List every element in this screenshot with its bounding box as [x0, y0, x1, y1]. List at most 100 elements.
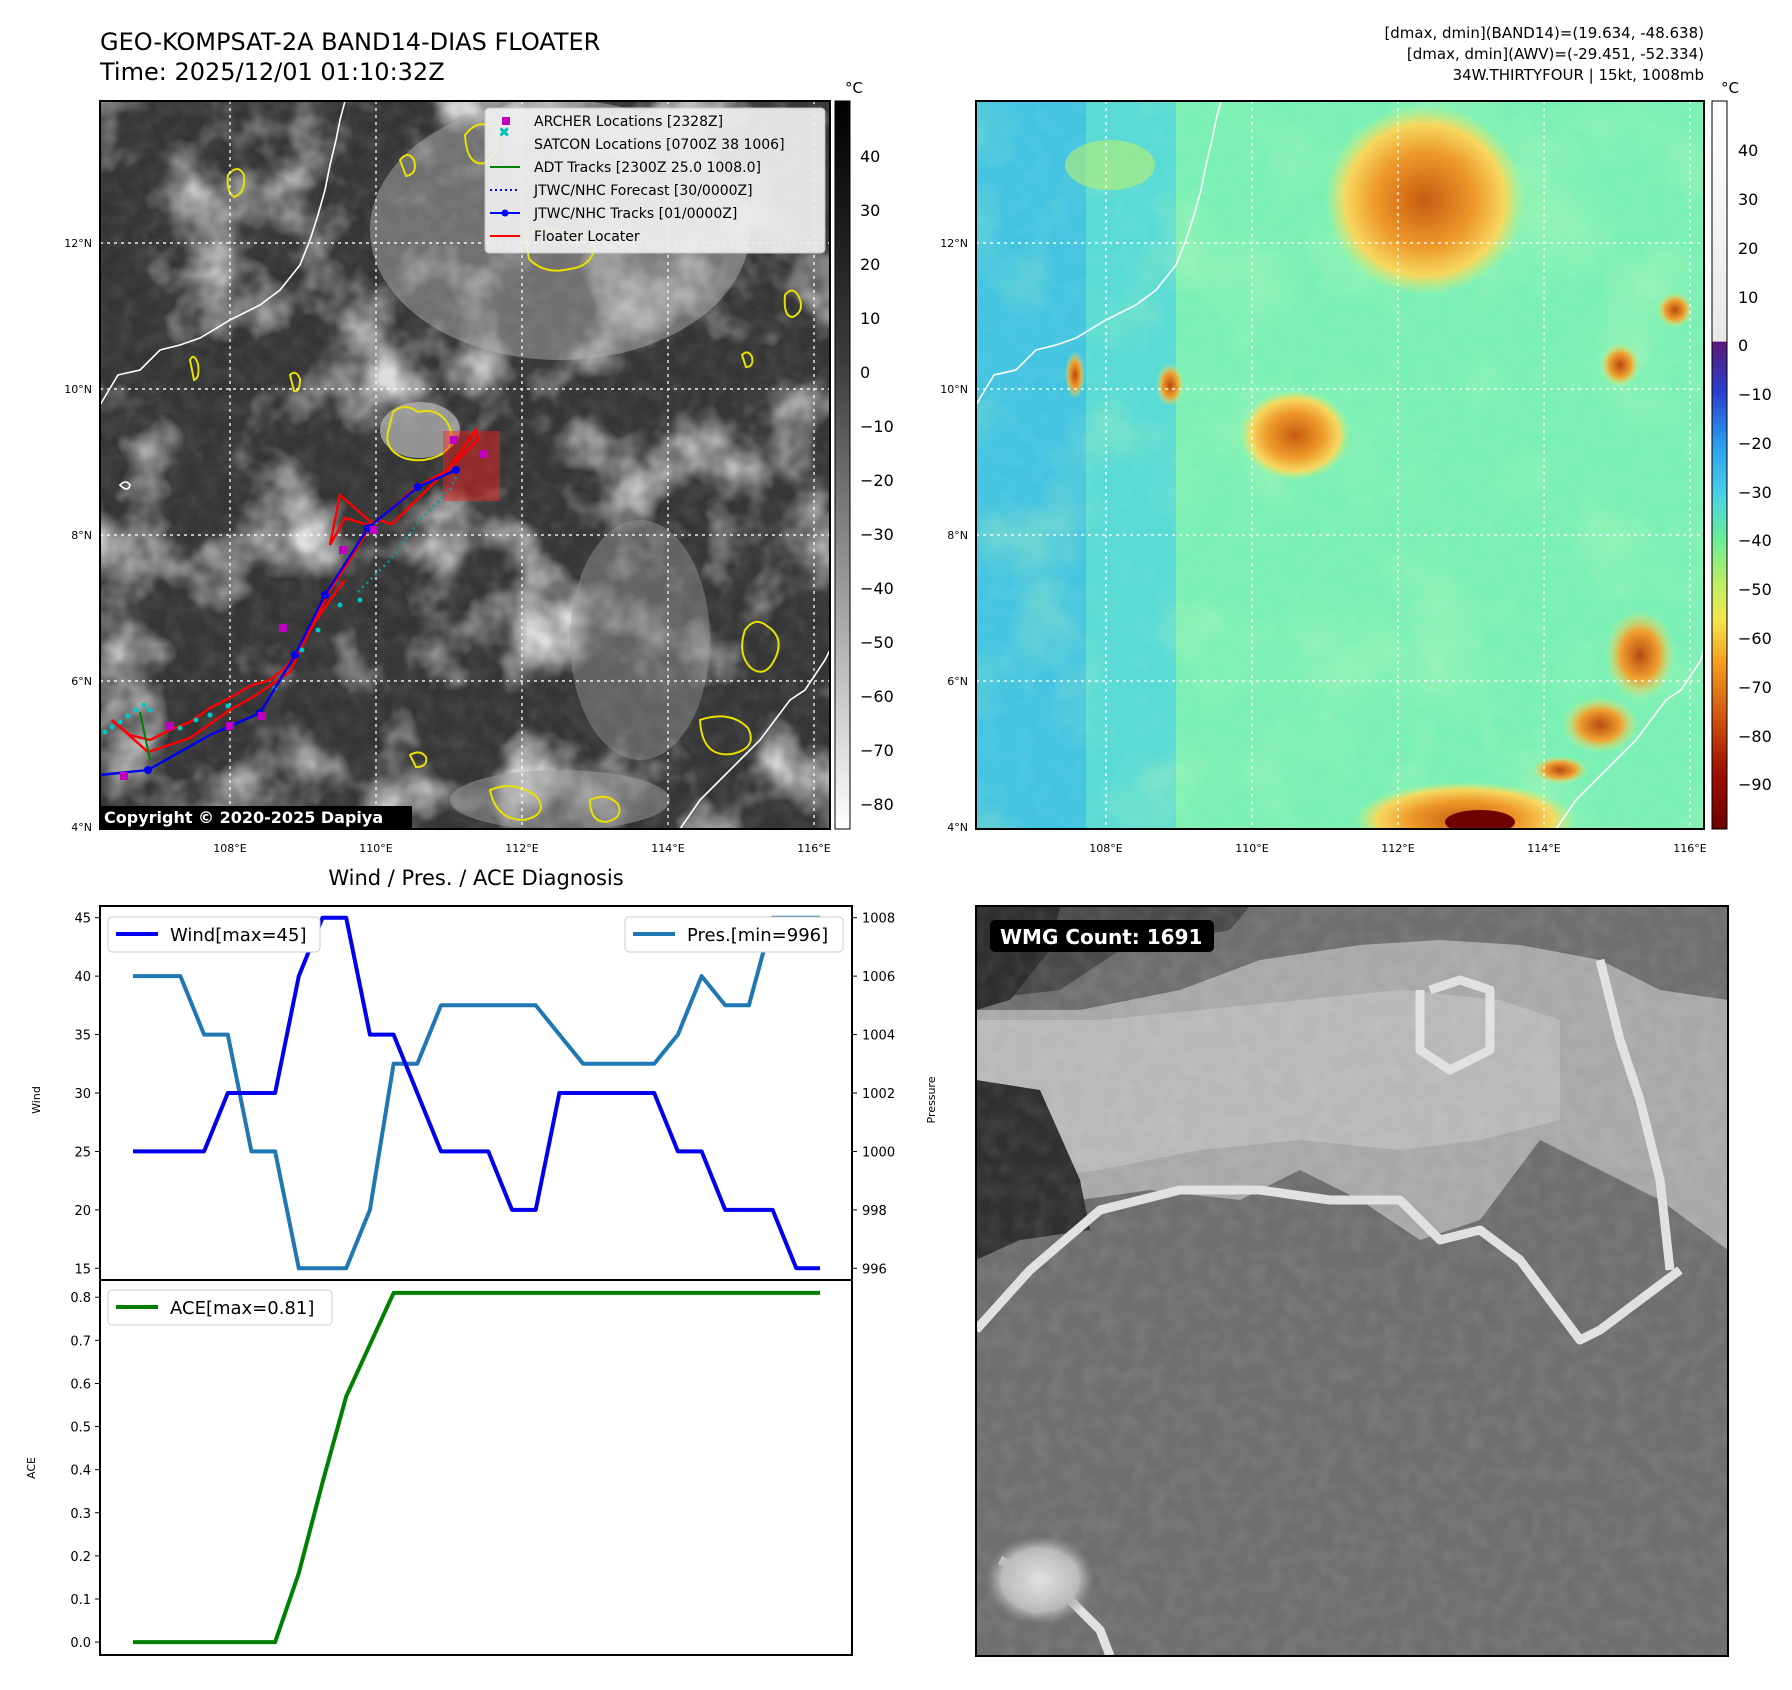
- ir-lon-114: 114°E: [651, 842, 684, 855]
- wind-tick-label: 40: [74, 970, 91, 985]
- color-cb-m60: −60: [1738, 629, 1772, 648]
- ir-cb-30: 30: [860, 201, 880, 220]
- ir-lon-116: 116°E: [797, 842, 830, 855]
- ir-colorbar: °C 40 30 20 10 0 −10 −20 −30 −40 −50 −60…: [834, 79, 894, 830]
- wind-tick-label: 15: [74, 1262, 91, 1277]
- ir-cb-m20: −20: [860, 471, 894, 490]
- color-cb-m40: −40: [1738, 531, 1772, 550]
- wind-tick-label: 25: [74, 1145, 91, 1160]
- ace-axis-label: ACE: [25, 1457, 38, 1479]
- wind-pressure-lines: [132, 915, 821, 1271]
- ace-tick-label: 0.1: [70, 1593, 91, 1608]
- ace-legend: ACE[max=0.81]: [107, 1289, 333, 1326]
- ace-tick-label: 0.4: [70, 1464, 91, 1479]
- ace-legend-label: ACE[max=0.81]: [170, 1298, 314, 1319]
- diagnosis-title: Wind / Pres. / ACE Diagnosis: [328, 866, 623, 890]
- ir-lon-108: 108°E: [213, 842, 246, 855]
- ir-cb-10: 10: [860, 309, 880, 328]
- archer-legend-marker: [502, 117, 510, 125]
- color-colorbar-ticks: 40 30 20 10 0 −10 −20 −30 −40 −50 −60 −7…: [1738, 141, 1772, 794]
- color-lon-108: 108°E: [1089, 842, 1122, 855]
- ace-tick-label: 0.7: [70, 1334, 91, 1349]
- ir-cb-m10: −10: [860, 417, 894, 436]
- ace-tick-label: 0.8: [70, 1291, 91, 1306]
- pressure-tick-label: 1004: [862, 1029, 895, 1044]
- jtwc-forecast: [357, 467, 462, 593]
- wind-axis-label: Wind: [30, 1086, 43, 1114]
- legend-floater: Floater Locater: [534, 229, 640, 245]
- pressure-tick-label: 1008: [862, 912, 895, 927]
- color-cb-20: 20: [1738, 239, 1758, 258]
- wind-tick-label: 45: [74, 912, 91, 927]
- color-cb-m70: −70: [1738, 678, 1772, 697]
- color-lat-6: 6°N: [947, 675, 968, 688]
- color-lat-8: 8°N: [947, 529, 968, 542]
- wind-series-line: [133, 915, 820, 1271]
- storm-info: 34W.THIRTYFOUR | 15kt, 1008mb: [1453, 66, 1704, 84]
- color-lon-110: 110°E: [1235, 842, 1268, 855]
- adt-track: [139, 711, 151, 761]
- wmg-count-badge: WMG Count: 1691: [990, 920, 1214, 952]
- ir-cb-m40: −40: [860, 579, 894, 598]
- wind-y-ticks: 15 20 25 30 35 40 45: [74, 912, 100, 1277]
- wmg-panel: WMG Count: 1691: [975, 905, 1729, 1657]
- color-lat-10: 10°N: [940, 383, 968, 396]
- color-colorbar: °C 40 30 20 10 0 −10 −20 −30 −40 −50 −60…: [1711, 79, 1772, 830]
- wmg-image: [976, 906, 1728, 1656]
- dmax-awv: [dmax, dmin](AWV)=(-29.451, -52.334): [1407, 45, 1704, 63]
- copyright-text: Copyright © 2020-2025 Dapiya: [104, 808, 383, 827]
- ir-cb-20: 20: [860, 255, 880, 274]
- color-cb-m20: −20: [1738, 434, 1772, 453]
- ir-cb-40: 40: [860, 147, 880, 166]
- color-cb-m10: −10: [1738, 385, 1772, 404]
- pressure-tick-label: 998: [862, 1204, 887, 1219]
- pressure-y-ticks: 996 998 1000 1002 1004 1006 1008: [852, 912, 895, 1277]
- color-cb-m80: −80: [1738, 727, 1772, 746]
- ace-tick-label: 0.3: [70, 1507, 91, 1522]
- pressure-axis-label: Pressure: [925, 1076, 938, 1123]
- legend-jtwc-forecast: JTWC/NHC Forecast [30/0000Z]: [533, 183, 753, 199]
- jtwc-track: [100, 466, 460, 777]
- color-cb-10: 10: [1738, 288, 1758, 307]
- pressure-tick-label: 996: [862, 1262, 887, 1277]
- color-lon-112: 112°E: [1381, 842, 1414, 855]
- ir-map-frame: [99, 100, 831, 830]
- color-cb-40: 40: [1738, 141, 1758, 160]
- figure-title: GEO-KOMPSAT-2A BAND14-DIAS FLOATER: [100, 28, 600, 56]
- ace-series-line: [133, 1290, 820, 1645]
- ir-lat-6: 6°N: [71, 675, 92, 688]
- ir-lat-12: 12°N: [64, 237, 92, 250]
- pressure-tick-label: 1002: [862, 1087, 895, 1102]
- ir-colorbar-unit: °C: [845, 79, 863, 97]
- wind-legend: Wind[max=45]: [107, 916, 321, 953]
- ace-plot-frame: [99, 1279, 853, 1656]
- color-map-frame: [975, 100, 1705, 830]
- wind-pressure-chart: Wind / Pres. / ACE Diagnosis Wind Pressu…: [30, 866, 938, 1281]
- color-lon-116: 116°E: [1673, 842, 1706, 855]
- ace-tick-label: 0.6: [70, 1377, 91, 1392]
- ir-cb-m70: −70: [860, 741, 894, 760]
- ace-tick-label: 0.0: [70, 1636, 91, 1651]
- pressure-tick-label: 1006: [862, 970, 895, 985]
- satcon-locations: [102, 597, 363, 735]
- ir-cb-m60: −60: [860, 687, 894, 706]
- pressure-legend: Pres.[min=996]: [624, 916, 844, 953]
- wind-tick-label: 35: [74, 1029, 91, 1044]
- color-lat-12: 12°N: [940, 237, 968, 250]
- legend-archer: ARCHER Locations [2328Z]: [534, 114, 723, 130]
- dmax-band14: [dmax, dmin](BAND14)=(19.634, -48.638): [1384, 24, 1704, 42]
- ir-colorbar-ticks: 40 30 20 10 0 −10 −20 −30 −40 −50 −60 −7…: [860, 147, 894, 814]
- wind-tick-label: 30: [74, 1087, 91, 1102]
- color-lon-114: 114°E: [1527, 842, 1560, 855]
- ir-legend: ✖ ARCHER Locations [2328Z] SATCON Locati…: [484, 107, 826, 254]
- color-lat-4: 4°N: [947, 821, 968, 834]
- legend-satcon: SATCON Locations [0700Z 38 1006]: [534, 137, 785, 153]
- ir-lat-10: 10°N: [64, 383, 92, 396]
- color-cb-m30: −30: [1738, 483, 1772, 502]
- color-map-panel: 12°N 10°N 8°N 6°N 4°N 108°E 110°E 112°E …: [940, 79, 1772, 855]
- color-lat-labels: 12°N 10°N 8°N 6°N 4°N: [940, 237, 968, 834]
- figure-header: GEO-KOMPSAT-2A BAND14-DIAS FLOATER Time:…: [99, 24, 1704, 86]
- ir-lat-8: 8°N: [71, 529, 92, 542]
- legend-adt: ADT Tracks [2300Z 25.0 1008.0]: [534, 160, 761, 176]
